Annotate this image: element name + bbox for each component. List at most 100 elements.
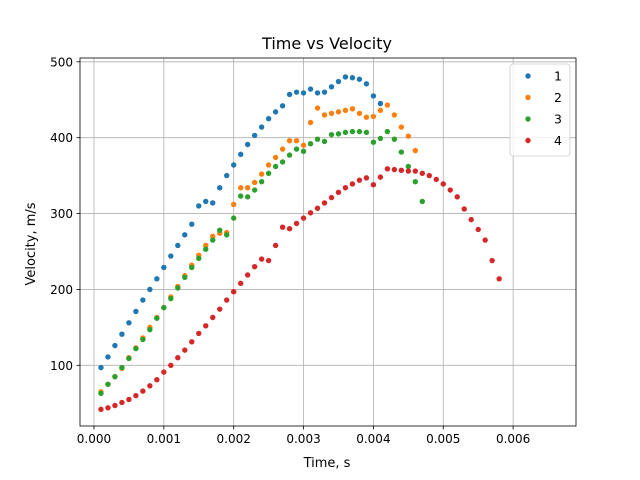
data-point (349, 106, 356, 112)
data-point (119, 331, 125, 337)
data-point (377, 107, 384, 114)
data-point (335, 131, 342, 137)
data-point (140, 336, 146, 343)
data-point (328, 194, 335, 201)
series-4-points (98, 166, 502, 413)
data-point (342, 74, 349, 80)
legend-marker (525, 73, 531, 79)
data-point (475, 226, 481, 233)
data-point (147, 326, 153, 333)
data-point (363, 129, 370, 136)
data-point (405, 133, 412, 139)
data-point (356, 110, 363, 117)
data-point (440, 181, 446, 187)
data-point (419, 198, 426, 205)
data-point (189, 264, 195, 271)
data-point (203, 242, 209, 249)
data-point (189, 221, 195, 227)
x-tick-label: 0.002 (217, 432, 251, 446)
data-point (370, 113, 377, 120)
data-point (454, 194, 460, 200)
data-point (293, 89, 300, 95)
data-point (258, 256, 265, 262)
data-point (168, 253, 174, 259)
data-point (217, 227, 223, 233)
data-point (265, 116, 272, 122)
data-point (112, 402, 118, 409)
data-point (405, 163, 412, 170)
data-point (244, 141, 251, 148)
data-point (98, 390, 104, 397)
data-point (307, 210, 314, 216)
data-point (398, 149, 405, 155)
legend-marker (525, 94, 531, 101)
data-point (182, 232, 188, 238)
data-point (112, 342, 118, 349)
y-tick-label: 200 (50, 283, 73, 297)
data-point (314, 90, 321, 96)
data-point (377, 100, 384, 107)
data-point (272, 242, 279, 249)
data-point (321, 112, 328, 118)
legend-label: 1 (554, 69, 562, 84)
data-point (419, 170, 426, 177)
data-point (265, 162, 272, 168)
data-point (244, 272, 251, 278)
data-point (175, 285, 181, 291)
data-point (258, 171, 265, 177)
data-point (119, 364, 125, 371)
data-point (398, 124, 405, 130)
data-point (468, 216, 474, 223)
data-point (161, 264, 167, 271)
x-tick-label: 0.004 (356, 432, 390, 446)
chart-title: Time vs Velocity (261, 34, 392, 53)
data-point (258, 124, 265, 130)
data-point (349, 181, 356, 187)
data-point (328, 84, 335, 90)
data-point (412, 168, 419, 174)
data-point (293, 138, 300, 144)
data-point (230, 215, 237, 221)
data-point (356, 76, 363, 82)
data-point (244, 194, 251, 200)
data-point (237, 280, 244, 287)
data-point (224, 232, 230, 238)
data-point (391, 166, 398, 173)
data-point (133, 345, 139, 352)
legend-label: 3 (554, 112, 562, 127)
data-point (105, 354, 111, 360)
data-point (258, 178, 265, 185)
data-points (98, 74, 502, 413)
data-point (98, 364, 104, 371)
data-point (279, 146, 286, 152)
data-point (210, 314, 216, 321)
data-point (391, 136, 398, 142)
data-point (105, 381, 111, 387)
data-point (168, 362, 174, 368)
data-point (182, 274, 188, 280)
data-point (126, 355, 132, 362)
data-point (314, 205, 321, 211)
data-point (203, 323, 209, 329)
data-point (196, 255, 202, 262)
data-point (482, 237, 488, 243)
data-point (293, 146, 300, 152)
grid-lines (80, 58, 576, 426)
data-point (286, 91, 293, 98)
data-point (224, 172, 230, 179)
x-tick-label: 0.005 (426, 432, 460, 446)
data-point (140, 297, 146, 303)
data-point (314, 136, 321, 142)
data-point (175, 242, 181, 249)
data-point (307, 86, 314, 92)
y-axis-label: Velocity, m/s (24, 202, 39, 285)
data-point (251, 179, 258, 186)
legend: 1 2 3 4 (509, 63, 571, 157)
data-point (384, 128, 391, 135)
data-point (203, 246, 209, 252)
data-point (384, 166, 391, 172)
data-point (168, 295, 174, 302)
data-point (272, 154, 279, 161)
data-point (105, 405, 111, 411)
data-point (300, 148, 307, 155)
